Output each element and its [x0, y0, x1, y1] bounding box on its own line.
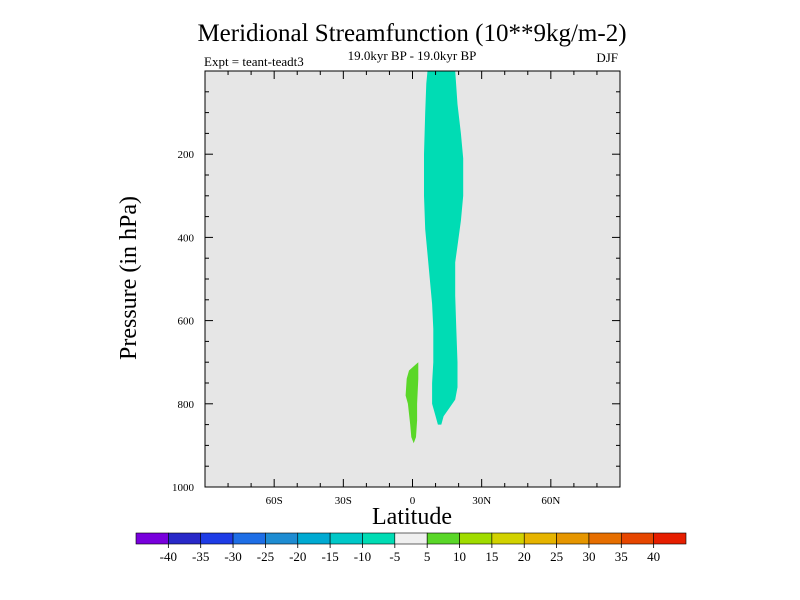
colorbar-swatch: [523, 532, 557, 545]
colorbar-label: 15: [485, 549, 498, 564]
colorbar-swatch: [459, 532, 493, 545]
colorbar-label: -25: [257, 549, 274, 564]
colorbar-swatch: [200, 532, 234, 545]
y-tick-label: 400: [178, 232, 195, 244]
colorbar-label: -15: [321, 549, 338, 564]
y-tick-label: 200: [178, 149, 195, 161]
colorbar-label: 20: [518, 549, 531, 564]
x-axis-label: Latitude: [372, 504, 452, 530]
chart-title: Meridional Streamfunction (10**9kg/m-2): [197, 20, 626, 47]
y-axis-label: Pressure (in hPa): [116, 196, 142, 360]
x-tick-label: 0: [410, 495, 416, 507]
x-axis: 60S 30S 0 30N 60N: [204, 71, 621, 507]
y-tick-label: 1000: [172, 482, 195, 494]
colorbar-label: -40: [160, 549, 177, 564]
experiment-label: Expt = teant-teadt3: [204, 54, 304, 69]
x-tick-label: 60N: [541, 495, 560, 507]
colorbar-swatch: [588, 532, 622, 545]
x-tick-label: 30N: [472, 495, 491, 507]
colorbar-swatch: [329, 532, 363, 545]
colorbar-label: 25: [550, 549, 563, 564]
y-axis: 200 400 600 800 1000: [172, 91, 620, 494]
colorbar-swatch: [297, 532, 331, 545]
colorbar-label: -10: [354, 549, 371, 564]
colorbar-swatch: [135, 532, 169, 545]
colorbar-label: 5: [424, 549, 431, 564]
colorbar-label: 40: [647, 549, 660, 564]
colorbar-swatch: [394, 532, 428, 545]
colorbar-swatch: [556, 532, 590, 545]
season-label: DJF: [596, 50, 618, 65]
y-tick-label: 600: [178, 316, 195, 328]
colorbar-swatch: [232, 532, 266, 545]
colorbar-swatch: [426, 532, 460, 545]
x-tick-label: 60S: [266, 495, 283, 507]
colorbar-label: 30: [582, 549, 595, 564]
colorbar-swatch: [491, 532, 525, 545]
chart-subtitle: 19.0kyr BP - 19.0kyr BP: [348, 48, 477, 63]
colorbar-label: -5: [389, 549, 400, 564]
contour-region-negative-cell: [424, 71, 464, 425]
colorbar-swatch: [362, 532, 396, 545]
colorbar: -40 -35 -30 -25 -20 -15 -10 -5 5 10 15 20 25 30 35 40: [135, 532, 687, 564]
colorbar-label: 35: [615, 549, 628, 564]
contour-region-positive-cell: [405, 362, 419, 444]
colorbar-label: -35: [192, 549, 209, 564]
colorbar-swatch: [168, 532, 202, 545]
colorbar-label: -20: [289, 549, 306, 564]
colorbar-swatch: [265, 532, 299, 545]
y-tick-label: 800: [178, 399, 195, 411]
colorbar-label: -30: [224, 549, 241, 564]
x-tick-label: 30S: [335, 495, 352, 507]
colorbar-swatch: [620, 532, 654, 545]
contour-regions: [405, 71, 464, 444]
colorbar-label: 10: [453, 549, 466, 564]
colorbar-swatch: [653, 532, 687, 545]
